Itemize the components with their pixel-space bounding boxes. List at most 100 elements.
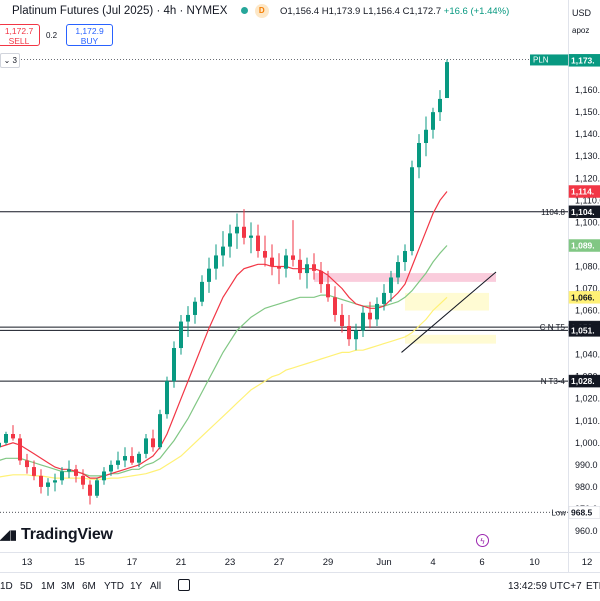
clock-readout[interactable]: 13:42:59 UTC+7 — [508, 581, 582, 592]
candle — [123, 447, 127, 468]
candle-body — [0, 442, 1, 448]
candle — [431, 107, 435, 139]
x-tick-label: 17 — [127, 557, 138, 568]
market-open-dot-icon — [240, 7, 248, 15]
candle-body — [193, 301, 197, 315]
candle-body — [109, 464, 113, 472]
low-label: Low — [551, 508, 566, 517]
y-tick-label: 1,040.0 — [575, 350, 600, 360]
price-tag — [568, 291, 600, 304]
symbol-title[interactable]: Platinum Futures (Jul 2025) · 4h · NYMEX — [12, 5, 228, 17]
candle-body — [319, 270, 323, 285]
candle-body — [39, 475, 43, 487]
trendline[interactable] — [401, 271, 497, 353]
x-tick-label: 15 — [74, 557, 85, 568]
scale-mode-label[interactable]: apoz — [572, 26, 590, 35]
candle — [319, 262, 323, 293]
candle — [249, 222, 253, 254]
candle — [144, 434, 148, 459]
candle — [263, 235, 267, 267]
spread-value: 0.2 — [46, 31, 58, 40]
indicators-toggle-button[interactable]: ⌄ 3 — [0, 53, 20, 68]
close-value: C1,172.7 — [402, 6, 442, 17]
zone-rect — [314, 273, 496, 282]
candle-body — [179, 321, 183, 349]
candle-body — [396, 262, 400, 278]
candle — [53, 473, 57, 492]
candle — [207, 257, 211, 293]
ema-mid-line — [0, 245, 448, 477]
timeframe-5d[interactable]: 5D — [20, 581, 33, 592]
timeframe-3m[interactable]: 3M — [61, 581, 75, 592]
candle-body — [221, 246, 225, 256]
candle-body — [291, 255, 295, 260]
open-value: O1,156.4 — [280, 6, 320, 17]
candle-body — [347, 325, 351, 340]
y-tick-label: 1,130.0 — [575, 151, 600, 161]
price-axis[interactable]: 1,160.0 1,150.0 1,140.0 1,130.0 1,120.0 1,110… — [0, 0, 600, 572]
timeframe-1m[interactable]: 1M — [41, 581, 55, 592]
candle-body — [151, 438, 155, 448]
candle-body — [235, 226, 239, 234]
candle-body — [172, 348, 176, 382]
sell-button[interactable]: 1,172.7 SELL — [0, 24, 40, 46]
candle — [39, 469, 43, 494]
time-axis[interactable]: 13 15 17 21 23 27 29 Jun 4 6 10 12 — [22, 557, 593, 568]
candle-body — [368, 312, 372, 320]
candle — [298, 248, 302, 280]
candle-body — [137, 453, 141, 463]
timeframe-1d[interactable]: 1D — [0, 581, 13, 592]
level-label: N T3-4 — [541, 377, 566, 386]
candle — [186, 306, 190, 337]
x-tick-label: 23 — [225, 557, 236, 568]
candle — [67, 460, 71, 479]
candle — [130, 447, 134, 465]
candle — [305, 257, 309, 289]
candle — [228, 224, 232, 258]
candle — [445, 59, 449, 99]
y-tick-label: 1,140.0 — [575, 129, 600, 139]
timeframe-1y[interactable]: 1Y — [130, 581, 143, 592]
level-label: 1104.8 — [541, 208, 565, 217]
candle-body — [256, 235, 260, 252]
candle-body — [4, 434, 8, 443]
candle-body — [102, 471, 106, 481]
timeframe-all[interactable]: All — [150, 581, 162, 592]
candle — [291, 220, 295, 267]
candle-body — [144, 438, 148, 454]
high-value: H1,173.9 — [321, 6, 361, 17]
timeframe-ytd[interactable]: YTD — [104, 581, 124, 592]
candle-body — [123, 456, 127, 461]
zone-rect — [405, 334, 496, 344]
tv-logo-icon: ◢▮ — [0, 527, 17, 542]
candle-body — [158, 414, 162, 448]
y-tick-label: 980.0 — [575, 482, 598, 492]
candle — [4, 431, 8, 446]
candle — [277, 253, 281, 285]
zones — [314, 273, 496, 344]
candle — [256, 224, 260, 258]
buy-button[interactable]: 1,172.9 BUY — [66, 24, 113, 46]
candle — [361, 306, 365, 337]
timeframe-6m[interactable]: 6M — [82, 581, 96, 592]
candle-body — [361, 312, 365, 331]
candle — [18, 434, 22, 465]
lightning-icon[interactable]: ϟ — [476, 534, 489, 547]
candle — [347, 314, 351, 346]
session-label[interactable]: ETH — [586, 581, 600, 592]
x-tick-label: 27 — [274, 557, 285, 568]
trend-line[interactable] — [401, 271, 497, 353]
calendar-icon[interactable] — [178, 579, 190, 591]
candle — [410, 160, 414, 256]
x-tick-label: 13 — [22, 557, 33, 568]
candle-body — [11, 434, 15, 439]
price-tag — [568, 324, 600, 337]
chevron-down-icon: ⌄ — [3, 56, 11, 65]
buy-price: 1,172.9 — [75, 26, 104, 36]
currency-label[interactable]: USD — [572, 8, 592, 18]
candle — [270, 244, 274, 276]
zone-rect — [405, 292, 489, 311]
candle-body — [207, 268, 211, 282]
last-price-tag — [530, 54, 568, 66]
